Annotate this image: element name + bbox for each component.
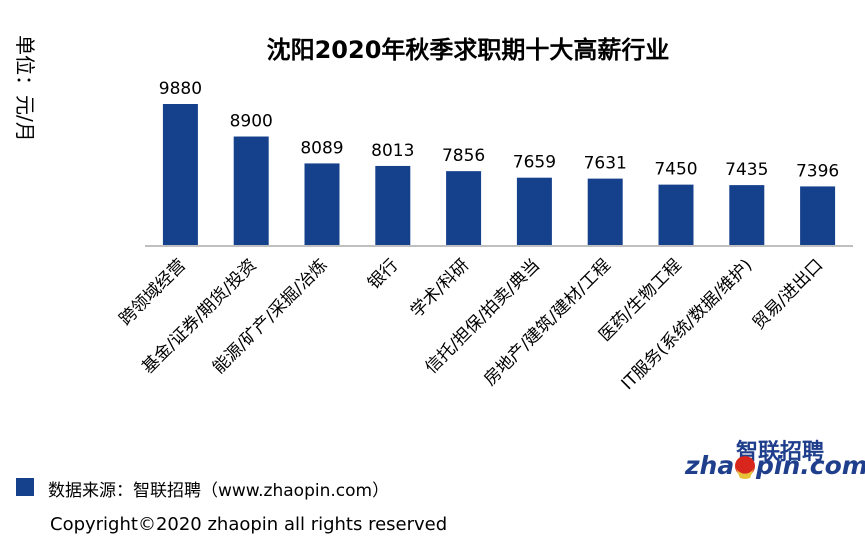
value-label-2: 8089 (300, 138, 343, 158)
value-label-1: 8900 (230, 112, 273, 132)
bar-1 (233, 136, 269, 246)
value-label-8: 7435 (725, 160, 768, 180)
x-tick-label-3: 银行 (364, 255, 402, 293)
x-tick-label-4: 学术/科研 (407, 255, 473, 321)
logo-text-right: pin.com (755, 451, 865, 480)
value-label-6: 7631 (584, 154, 627, 174)
value-label-9: 7396 (796, 161, 839, 181)
value-label-0: 9880 (159, 79, 202, 99)
logo-swoosh-icon (736, 468, 754, 479)
legend-text: 数据来源：智联招聘（www.zhaopin.com） (48, 481, 389, 501)
chart-title: 沈阳2020年秋季求职期十大高薪行业 (267, 36, 670, 64)
value-label-5: 7659 (513, 153, 556, 173)
logo-dot-icon (735, 456, 755, 476)
x-tick-label-6: 房地产/建筑/建材/工程 (480, 255, 614, 389)
x-tick-label-0: 跨领域经营 (116, 255, 190, 329)
legend-swatch (16, 478, 34, 496)
bar-3 (375, 165, 411, 246)
bar-8 (729, 185, 765, 246)
value-label-4: 7856 (442, 146, 485, 166)
bar-7 (658, 184, 694, 246)
bars-group (162, 104, 836, 246)
bar-2 (304, 163, 340, 246)
bar-5 (516, 177, 552, 246)
bar-6 (587, 178, 623, 246)
value-label-3: 8013 (371, 141, 414, 161)
x-tick-label-9: 贸易/进出口 (749, 255, 827, 333)
value-labels-group: 9880 8900 8089 8013 7856 7659 7631 7450 7435 7396 (159, 79, 839, 181)
zhaopin-logo: 智联招聘 zha pin.com (684, 439, 865, 480)
bar-9 (800, 186, 836, 246)
logo-text-left: zha (684, 451, 734, 480)
y-axis-label: 单位：元/月 (13, 35, 37, 142)
bar-4 (446, 171, 482, 246)
bar-0 (162, 104, 198, 246)
x-tick-label-8: IT服务(系统/数据/维护) (618, 255, 757, 394)
copyright-text: Copyright©2020 zhaopin all rights reserv… (50, 514, 447, 535)
value-label-7: 7450 (654, 160, 697, 180)
